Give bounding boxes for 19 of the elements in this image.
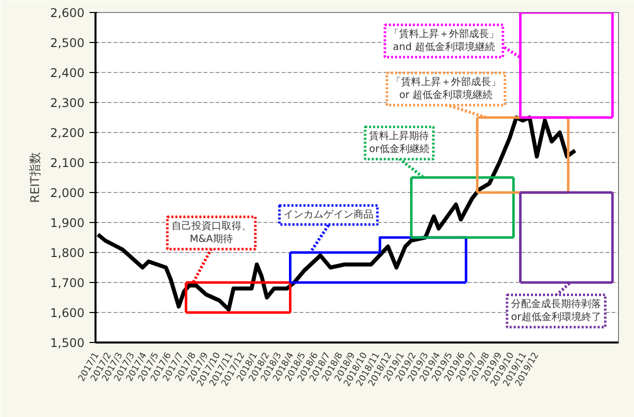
y-tick-label: 2,200 xyxy=(50,126,85,140)
y-tick-label: 1,900 xyxy=(50,216,85,230)
y-tick-label: 1,500 xyxy=(50,336,85,350)
y-tick-label: 1,700 xyxy=(50,276,85,290)
annotation: インカムゲイン商品 xyxy=(283,208,374,220)
annotation: 「賃料上昇＋外部成長」 and 超低金利環境継続 xyxy=(388,28,499,54)
y-tick-label: 2,600 xyxy=(50,6,85,20)
y-tick-label: 2,100 xyxy=(50,156,85,170)
y-axis-title: REIT指数 xyxy=(28,152,42,203)
annotation: 「賃料上昇＋外部成長」 or 超低金利環境継続 xyxy=(390,76,501,102)
annotation: 賃料上昇期待 or低金利継続 xyxy=(369,130,430,156)
y-tick-label: 1,600 xyxy=(50,306,85,320)
annotation: 自己投資口取得、 M&A期待 xyxy=(171,220,252,246)
y-tick-label: 2,300 xyxy=(50,96,85,110)
y-tick-label: 2,000 xyxy=(50,186,85,200)
y-tick-label: 2,400 xyxy=(50,66,85,80)
y-tick-label: 2,500 xyxy=(50,36,85,50)
annotation: 分配金成長期待剥落 or超低金利環境終了 xyxy=(511,298,602,324)
y-tick-label: 1,800 xyxy=(50,246,85,260)
